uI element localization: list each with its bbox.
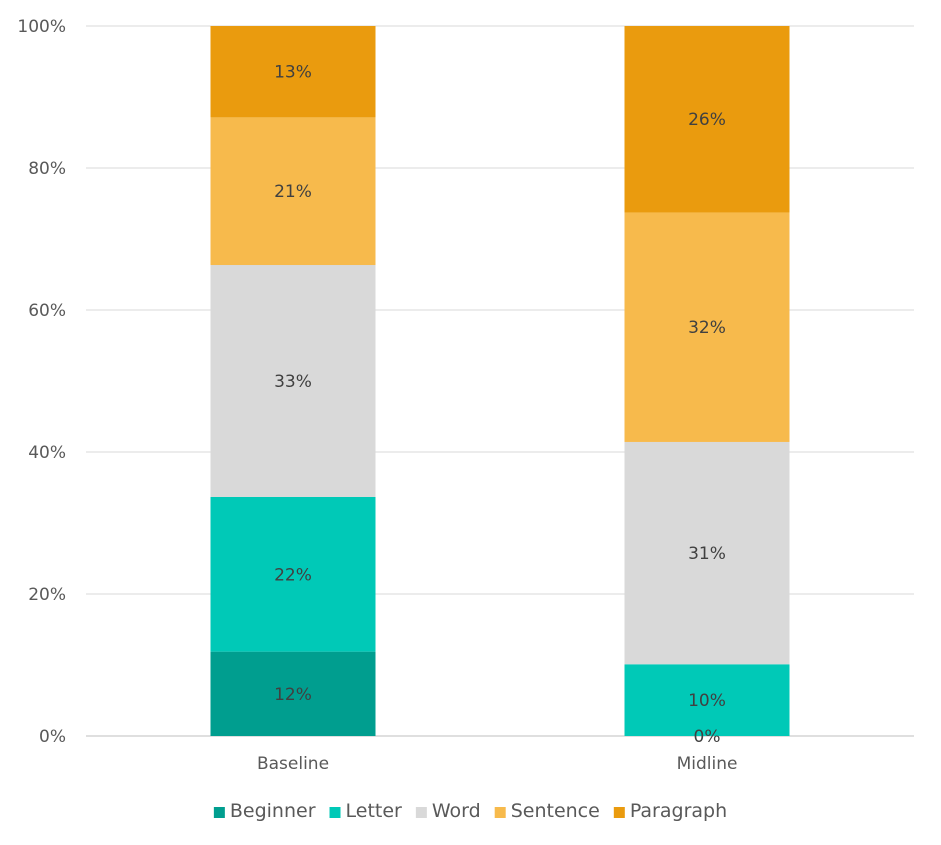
data-label: 22% (274, 565, 312, 585)
legend-label: Word (432, 800, 481, 822)
bar-segment (210, 496, 376, 652)
legend-label: Sentence (511, 800, 600, 822)
legend-item: Sentence (494, 800, 600, 822)
bar-segment (210, 651, 376, 736)
y-axis: 0% 20% 40% 60% 80% 100% (17, 17, 66, 747)
data-label: 0% (694, 727, 721, 747)
data-label: 31% (688, 544, 726, 564)
legend-item: Word (415, 800, 481, 822)
data-label: 32% (688, 318, 726, 338)
legend-item: Paragraph (613, 800, 727, 822)
data-label: 12% (274, 685, 312, 705)
y-tick-label: 20% (28, 585, 66, 605)
bar-segment (210, 117, 376, 266)
legend-swatch (613, 807, 625, 818)
legend-label: Letter (346, 800, 403, 822)
data-label: 26% (688, 110, 726, 130)
legend-swatch (329, 807, 341, 818)
y-tick-label: 100% (17, 17, 66, 37)
legend-swatch (213, 807, 225, 818)
legend-label: Paragraph (630, 800, 727, 822)
gridlines (86, 25, 914, 737)
x-axis: Baseline Midline (257, 754, 737, 774)
data-label: 33% (274, 372, 312, 392)
legend-item: Beginner (213, 800, 316, 822)
data-label: 13% (274, 63, 312, 83)
legend: Beginner Letter Word Sentence Paragraph (213, 800, 727, 822)
data-labels: 12% 22% 33% 21% 13% 0% 10% 31% 32% 26% (274, 63, 726, 747)
legend-swatch (494, 807, 506, 818)
bar-segment (624, 664, 790, 736)
bars (210, 26, 790, 736)
bar-segment (624, 26, 790, 213)
bar-segment (210, 265, 376, 497)
x-category-label: Midline (677, 754, 738, 774)
data-label: 10% (688, 691, 726, 711)
y-tick-label: 80% (28, 159, 66, 179)
y-tick-label: 40% (28, 443, 66, 463)
bar-segment (624, 441, 790, 665)
data-label: 21% (274, 182, 312, 202)
y-tick-label: 0% (39, 727, 66, 747)
x-category-label: Baseline (257, 754, 329, 774)
bar-segment (210, 26, 376, 118)
legend-item: Letter (329, 800, 403, 822)
legend-label: Beginner (230, 800, 316, 822)
legend-swatch (415, 807, 427, 818)
y-tick-label: 60% (28, 301, 66, 321)
bar-segment (624, 212, 790, 442)
